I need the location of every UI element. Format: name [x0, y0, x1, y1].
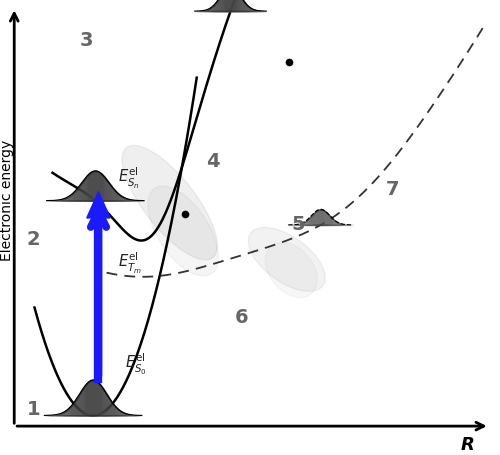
Text: 6: 6 [235, 307, 248, 326]
Text: 5: 5 [292, 215, 305, 234]
Text: 7: 7 [386, 180, 400, 198]
Text: 2: 2 [27, 229, 40, 248]
Ellipse shape [148, 187, 218, 276]
Text: $E_{S_0}^{\rm el}$: $E_{S_0}^{\rm el}$ [124, 351, 146, 376]
Text: 3: 3 [80, 31, 93, 50]
Polygon shape [87, 192, 110, 218]
Text: Electronic energy: Electronic energy [0, 139, 14, 260]
Ellipse shape [248, 228, 326, 292]
Text: 4: 4 [206, 151, 220, 170]
Text: 1: 1 [27, 399, 40, 418]
Ellipse shape [122, 146, 218, 260]
Text: $E_{S_n}^{\rm el}$: $E_{S_n}^{\rm el}$ [118, 165, 140, 190]
Text: $E_{T_m}^{\rm el}$: $E_{T_m}^{\rm el}$ [118, 250, 142, 275]
Text: R: R [460, 435, 474, 453]
Ellipse shape [266, 243, 318, 298]
